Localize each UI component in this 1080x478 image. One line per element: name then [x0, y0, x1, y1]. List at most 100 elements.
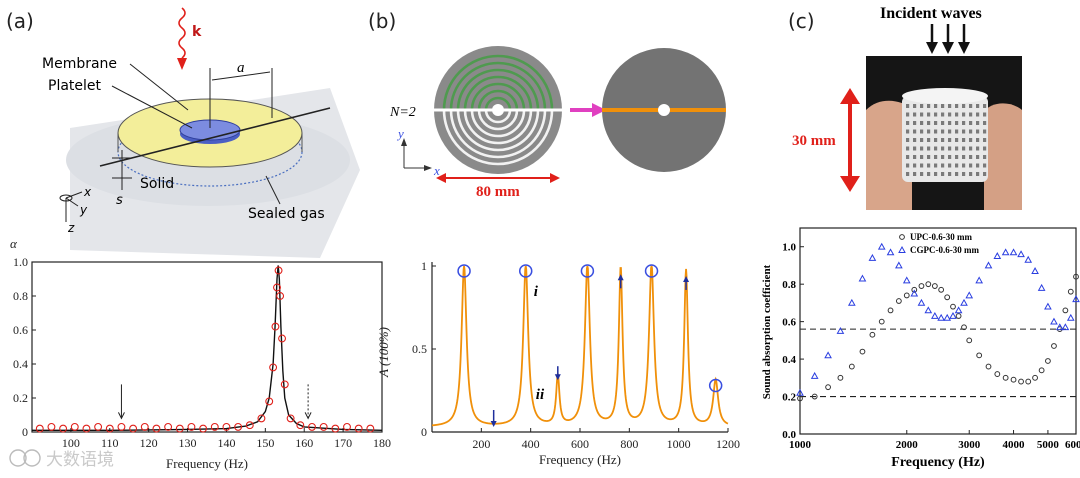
cgpc-point [954, 306, 963, 314]
watermark: 大数语境 [9, 449, 114, 470]
cgpc-point [1009, 248, 1018, 256]
perforation [934, 146, 938, 151]
platelet-label: Platelet [48, 78, 102, 94]
y-tick-label-c: 0.0 [782, 429, 796, 441]
upc-point [1045, 358, 1051, 364]
cgpc-point [1055, 323, 1064, 331]
upc-point [966, 337, 973, 344]
axes-triad-b: y x [396, 126, 440, 178]
experiment-point [94, 422, 103, 431]
peak-circle-marker [457, 264, 471, 278]
experiment-point [59, 424, 68, 433]
spiral-ring-lower [477, 109, 519, 131]
upc-point [848, 363, 855, 370]
x-tick-label-c: 1000 [789, 439, 812, 451]
perforation [906, 172, 910, 176]
spiral-ring-lower [449, 109, 547, 159]
perforation [948, 138, 952, 142]
upc-point [994, 371, 1001, 377]
x-tick-label-c: 2000 [896, 439, 919, 451]
cgpc-point [937, 313, 945, 321]
experiment-point [308, 422, 316, 431]
x-tick-label-a: 110 [101, 436, 119, 450]
perforation [913, 121, 917, 125]
upc-point [1073, 273, 1079, 280]
chart-a: 100 110 120 130 140 150 160 170 180 0 0.2 0.4 0.6 0.8… [10, 236, 391, 471]
perforation [983, 129, 987, 134]
perforation [948, 155, 952, 159]
hand-left [866, 100, 912, 210]
cgpc-point [1044, 302, 1052, 310]
perforation [906, 104, 910, 108]
cgpc-point [1037, 283, 1046, 291]
experiment-point [222, 422, 231, 431]
spiral-ring-upper [470, 82, 526, 111]
y-tick-label-a: 0.4 [13, 357, 28, 371]
wave-arrowhead [177, 58, 187, 70]
experiment-point [210, 422, 219, 431]
perforation [983, 163, 987, 168]
perforation [983, 112, 987, 117]
width-arrow-right [550, 173, 560, 183]
perforation [948, 104, 952, 108]
y-axis-label-c: Sound absorption coefficient [761, 264, 773, 399]
legend-entry: CGPC-0.6-30 mm [910, 245, 979, 255]
spiral-center-hole [492, 104, 504, 116]
perforation [969, 104, 973, 108]
perforation [976, 129, 980, 134]
upc-point [985, 363, 992, 370]
perforation [927, 172, 931, 176]
spiral-ring-lower [463, 109, 533, 145]
watermark-text: 大数语境 [46, 450, 114, 470]
perforation [962, 121, 966, 125]
solid-label: Solid [140, 176, 174, 192]
perforation [976, 112, 980, 117]
perforation [962, 146, 966, 151]
x-tick-label-a: 170 [334, 436, 352, 450]
experiment-point [245, 421, 254, 430]
cgpc-point [1066, 313, 1075, 321]
x-tick-label-a: 180 [373, 436, 391, 450]
upc-point [918, 283, 925, 289]
perforation [955, 104, 959, 108]
radius-a-label: a [237, 60, 245, 76]
cgpc-point [931, 311, 939, 319]
upc-point [859, 348, 866, 355]
plot-frame-c [799, 227, 1077, 435]
upc-point [903, 292, 910, 299]
perforation [934, 163, 938, 168]
perforation [976, 163, 980, 168]
x-tick-label-c: 3000 [958, 439, 981, 451]
cgpc-point [917, 298, 926, 306]
experiment-point [82, 424, 91, 433]
experiment-point [234, 422, 243, 431]
cgpc-point [847, 298, 856, 306]
spiral-ring-upper [463, 75, 533, 111]
cgpc-point [796, 388, 804, 396]
perforation [927, 129, 931, 134]
panel-c-label: (c) [788, 9, 815, 33]
experiment-point [187, 422, 196, 431]
perforation [969, 172, 973, 176]
watermark-icon-2 [23, 449, 41, 467]
perforation [941, 172, 945, 176]
chart-b: 200 400 600 800 1000 1200 0 0.5 1 A (100%) Frequen… [376, 259, 740, 467]
y-axis-label-b: A (100%) [376, 327, 391, 378]
x-tick-label-b: 400 [522, 437, 540, 451]
radius-dimension [211, 71, 271, 81]
upc-point [895, 298, 902, 304]
cgpc-point [924, 306, 933, 314]
axes-triad-a: x y z [59, 185, 92, 235]
x-tick-label-a: 160 [295, 436, 313, 450]
upc-point [1062, 307, 1069, 314]
perforation [906, 155, 910, 159]
height-arrow-top [840, 88, 860, 104]
cgpc-point [1001, 248, 1010, 256]
perforation [920, 146, 924, 151]
perforation [906, 121, 910, 125]
n-label: N=2 [389, 105, 416, 120]
perforation [934, 121, 938, 125]
perforation [920, 172, 924, 176]
experiment-point [319, 422, 328, 431]
trough-down-arrowhead [490, 421, 497, 427]
